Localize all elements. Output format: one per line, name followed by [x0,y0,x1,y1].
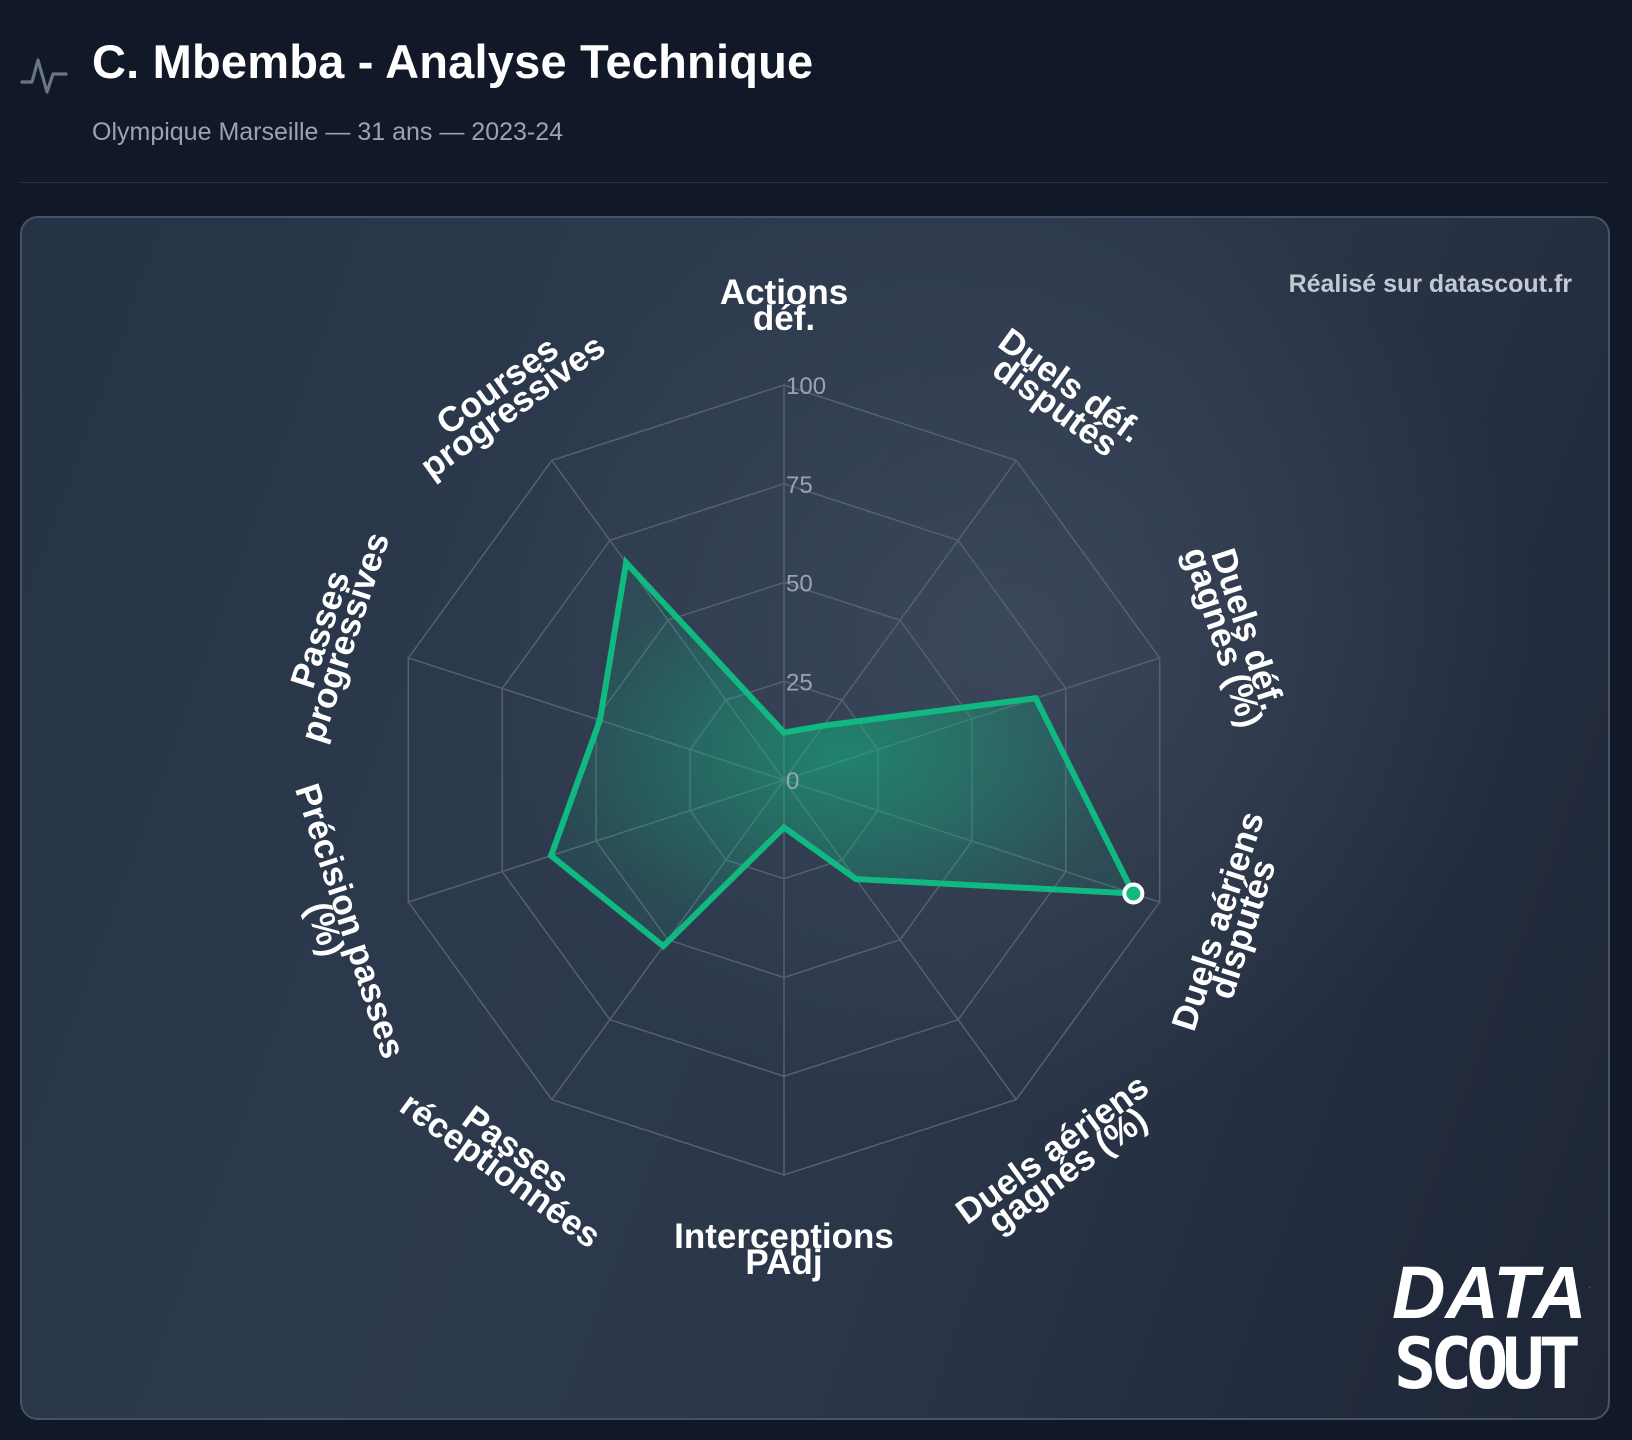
tick-label: 50 [786,571,813,598]
page-title: C. Mbemba - Analyse Technique [92,35,814,88]
category-label: Passesréceptionnées [393,1064,623,1256]
datascout-logo: DATA’ SCOUT [1392,1251,1590,1398]
category-label: Passesprogressives [268,520,397,747]
credit-text: Réalisé sur datascout.fr [1288,270,1572,298]
page-subtitle: Olympique Marseille — 31 ans — 2023-24 [92,118,564,146]
category-label: Interceptions PAdj [674,1217,894,1282]
tick-label: 75 [786,472,813,499]
category-label: Précision passes(%) [262,779,412,1071]
logo-line-2: SCOUT [1394,1323,1579,1398]
tick-label: 25 [786,669,813,696]
tick-label: 100 [786,373,826,400]
tick-label: 0 [786,768,799,795]
category-label: Duels déf.gagnés (%) [1176,535,1296,733]
category-label: Duels déf.disputés [976,321,1150,472]
header-divider [20,182,1608,183]
activity-pulse-icon [20,58,68,94]
category-label: Duels aériensgagnés (%) [949,1067,1171,1253]
category-label: Duels aériensdisputés [1164,807,1296,1044]
data-point [1122,882,1145,905]
radar-chart: 0 25 50 75 100 Actions déf. Duels déf.disputés… [262,273,1296,1282]
category-label: Actions déf. [720,273,848,338]
logo-line-1: DATA’ [1392,1251,1590,1334]
chart-card: Réalisé sur datascout.fr 0 25 50 75 100 Acti… [20,216,1610,1420]
category-label: Coursesprogressives [398,306,612,487]
series-area [547,556,1139,951]
